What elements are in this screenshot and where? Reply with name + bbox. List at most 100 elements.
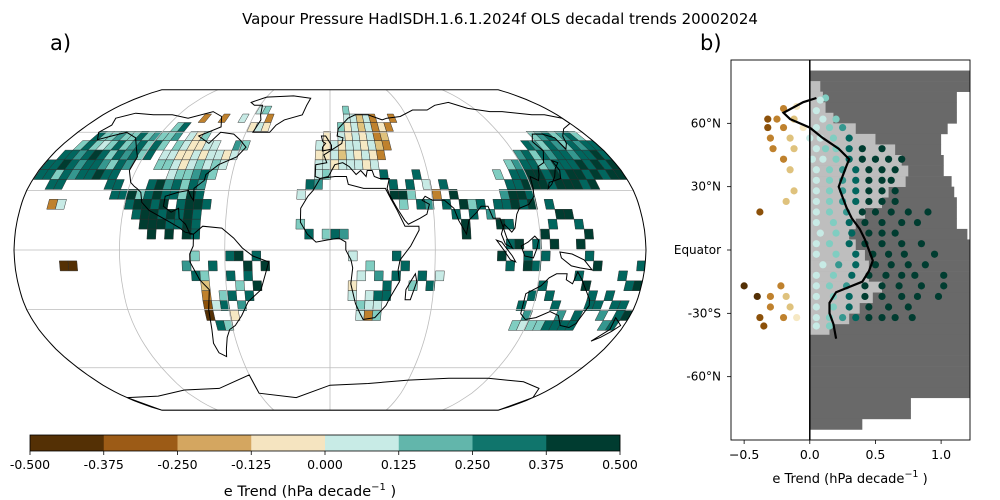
- y-tick-label: -30°S: [688, 306, 721, 320]
- panel-b-label: b): [700, 31, 722, 55]
- trend-point: [878, 197, 886, 206]
- trend-point: [769, 145, 777, 153]
- trend-point: [812, 107, 820, 115]
- colorbar-tick-label: 0.500: [602, 457, 638, 472]
- hist-bar-full: [809, 91, 957, 103]
- grid-box: [235, 280, 245, 291]
- trend-point: [812, 197, 820, 206]
- grid-box: [207, 260, 218, 272]
- coastline-new-zealand: [590, 316, 622, 342]
- grid-box: [361, 159, 372, 170]
- grid-box: [391, 250, 402, 262]
- x-tick-label: 0.0: [800, 447, 820, 462]
- grid-box: [59, 260, 70, 272]
- hist-bar-full: [809, 418, 863, 430]
- grid-box: [218, 290, 229, 301]
- grid-box: [603, 290, 616, 301]
- trend-point: [845, 134, 853, 142]
- trend-point: [884, 250, 893, 258]
- coastline-borneo: [520, 235, 540, 259]
- hist-bar-full: [809, 207, 957, 219]
- trend-point: [812, 218, 820, 227]
- panel-a-label: a): [50, 31, 71, 55]
- trend-point: [917, 240, 926, 248]
- grid-box: [591, 300, 605, 311]
- grid-box: [596, 320, 612, 331]
- grid-box: [237, 113, 250, 123]
- trend-point: [825, 197, 834, 206]
- trend-point: [845, 218, 853, 227]
- trend-point: [740, 282, 748, 290]
- coastline-sumatra: [495, 239, 517, 263]
- trend-point: [891, 197, 899, 206]
- grid-box: [183, 209, 194, 220]
- grid-box: [415, 199, 426, 210]
- trend-point: [884, 303, 893, 311]
- grid-box: [372, 300, 383, 311]
- grid-box: [397, 189, 408, 200]
- graticule-meridian: [385, 89, 436, 411]
- grid-box: [260, 122, 272, 132]
- grid-box: [190, 218, 201, 230]
- grid-box: [540, 228, 551, 240]
- grid-box: [263, 113, 275, 123]
- grid-box: [175, 199, 187, 210]
- colorbar-tick-label: -0.375: [84, 457, 124, 472]
- grid-box: [197, 113, 213, 123]
- grid-box: [374, 270, 384, 282]
- trend-point: [887, 208, 895, 216]
- grid-box: [192, 199, 204, 210]
- colorbar-label: e Trend (hPa decade−1 ): [224, 482, 396, 500]
- grid-box: [617, 270, 628, 282]
- grid-box: [139, 209, 151, 220]
- colorbar-bin: [325, 435, 400, 451]
- grid-box: [417, 270, 428, 282]
- grid-box: [636, 260, 646, 272]
- grid-box: [548, 320, 563, 331]
- trend-point: [790, 145, 798, 153]
- grid-box: [184, 199, 195, 210]
- colorbar-bin: [472, 435, 547, 451]
- trend-point: [904, 303, 912, 311]
- trend-point: [845, 240, 853, 248]
- grid-box: [594, 310, 609, 321]
- grid-box: [569, 310, 584, 321]
- hist-bar-obs: [809, 155, 902, 166]
- trend-point: [852, 187, 860, 195]
- hist-bar-full: [809, 112, 957, 124]
- trend-point: [832, 229, 840, 237]
- figure-title: Vapour Pressure HadISDH.1.6.1.2024f OLS …: [242, 10, 758, 28]
- coastline-africa: [299, 176, 420, 321]
- trend-point: [861, 218, 869, 227]
- trend-point: [819, 261, 827, 269]
- trend-point: [829, 303, 838, 311]
- trend-point: [812, 303, 820, 311]
- grid-box: [543, 290, 556, 301]
- hist-bar-full: [809, 387, 970, 399]
- grid-box: [475, 199, 487, 210]
- trend-point: [812, 313, 820, 322]
- trend-point: [786, 166, 794, 174]
- trend-point: [852, 166, 860, 174]
- grid-box: [431, 189, 442, 200]
- grid-box: [244, 290, 255, 301]
- grid-box: [404, 179, 416, 190]
- grid-box: [164, 228, 174, 240]
- trend-point: [773, 115, 781, 123]
- trend-point: [930, 250, 939, 258]
- trend-point: [829, 134, 838, 142]
- trend-point: [812, 208, 820, 216]
- zonal-x-label: e Trend (hPa decade−1 ): [772, 469, 927, 487]
- hist-bar-full: [809, 81, 970, 92]
- trend-point: [921, 261, 929, 269]
- hist-bar-full: [809, 102, 957, 114]
- grid-box: [540, 250, 551, 262]
- trend-point: [871, 208, 880, 216]
- trend-point: [812, 176, 820, 184]
- trend-point: [760, 322, 768, 330]
- trend-point: [782, 292, 790, 301]
- hist-bar-full: [809, 70, 970, 82]
- trend-point: [812, 123, 820, 132]
- grid-box: [386, 113, 398, 123]
- grid-box: [261, 105, 273, 115]
